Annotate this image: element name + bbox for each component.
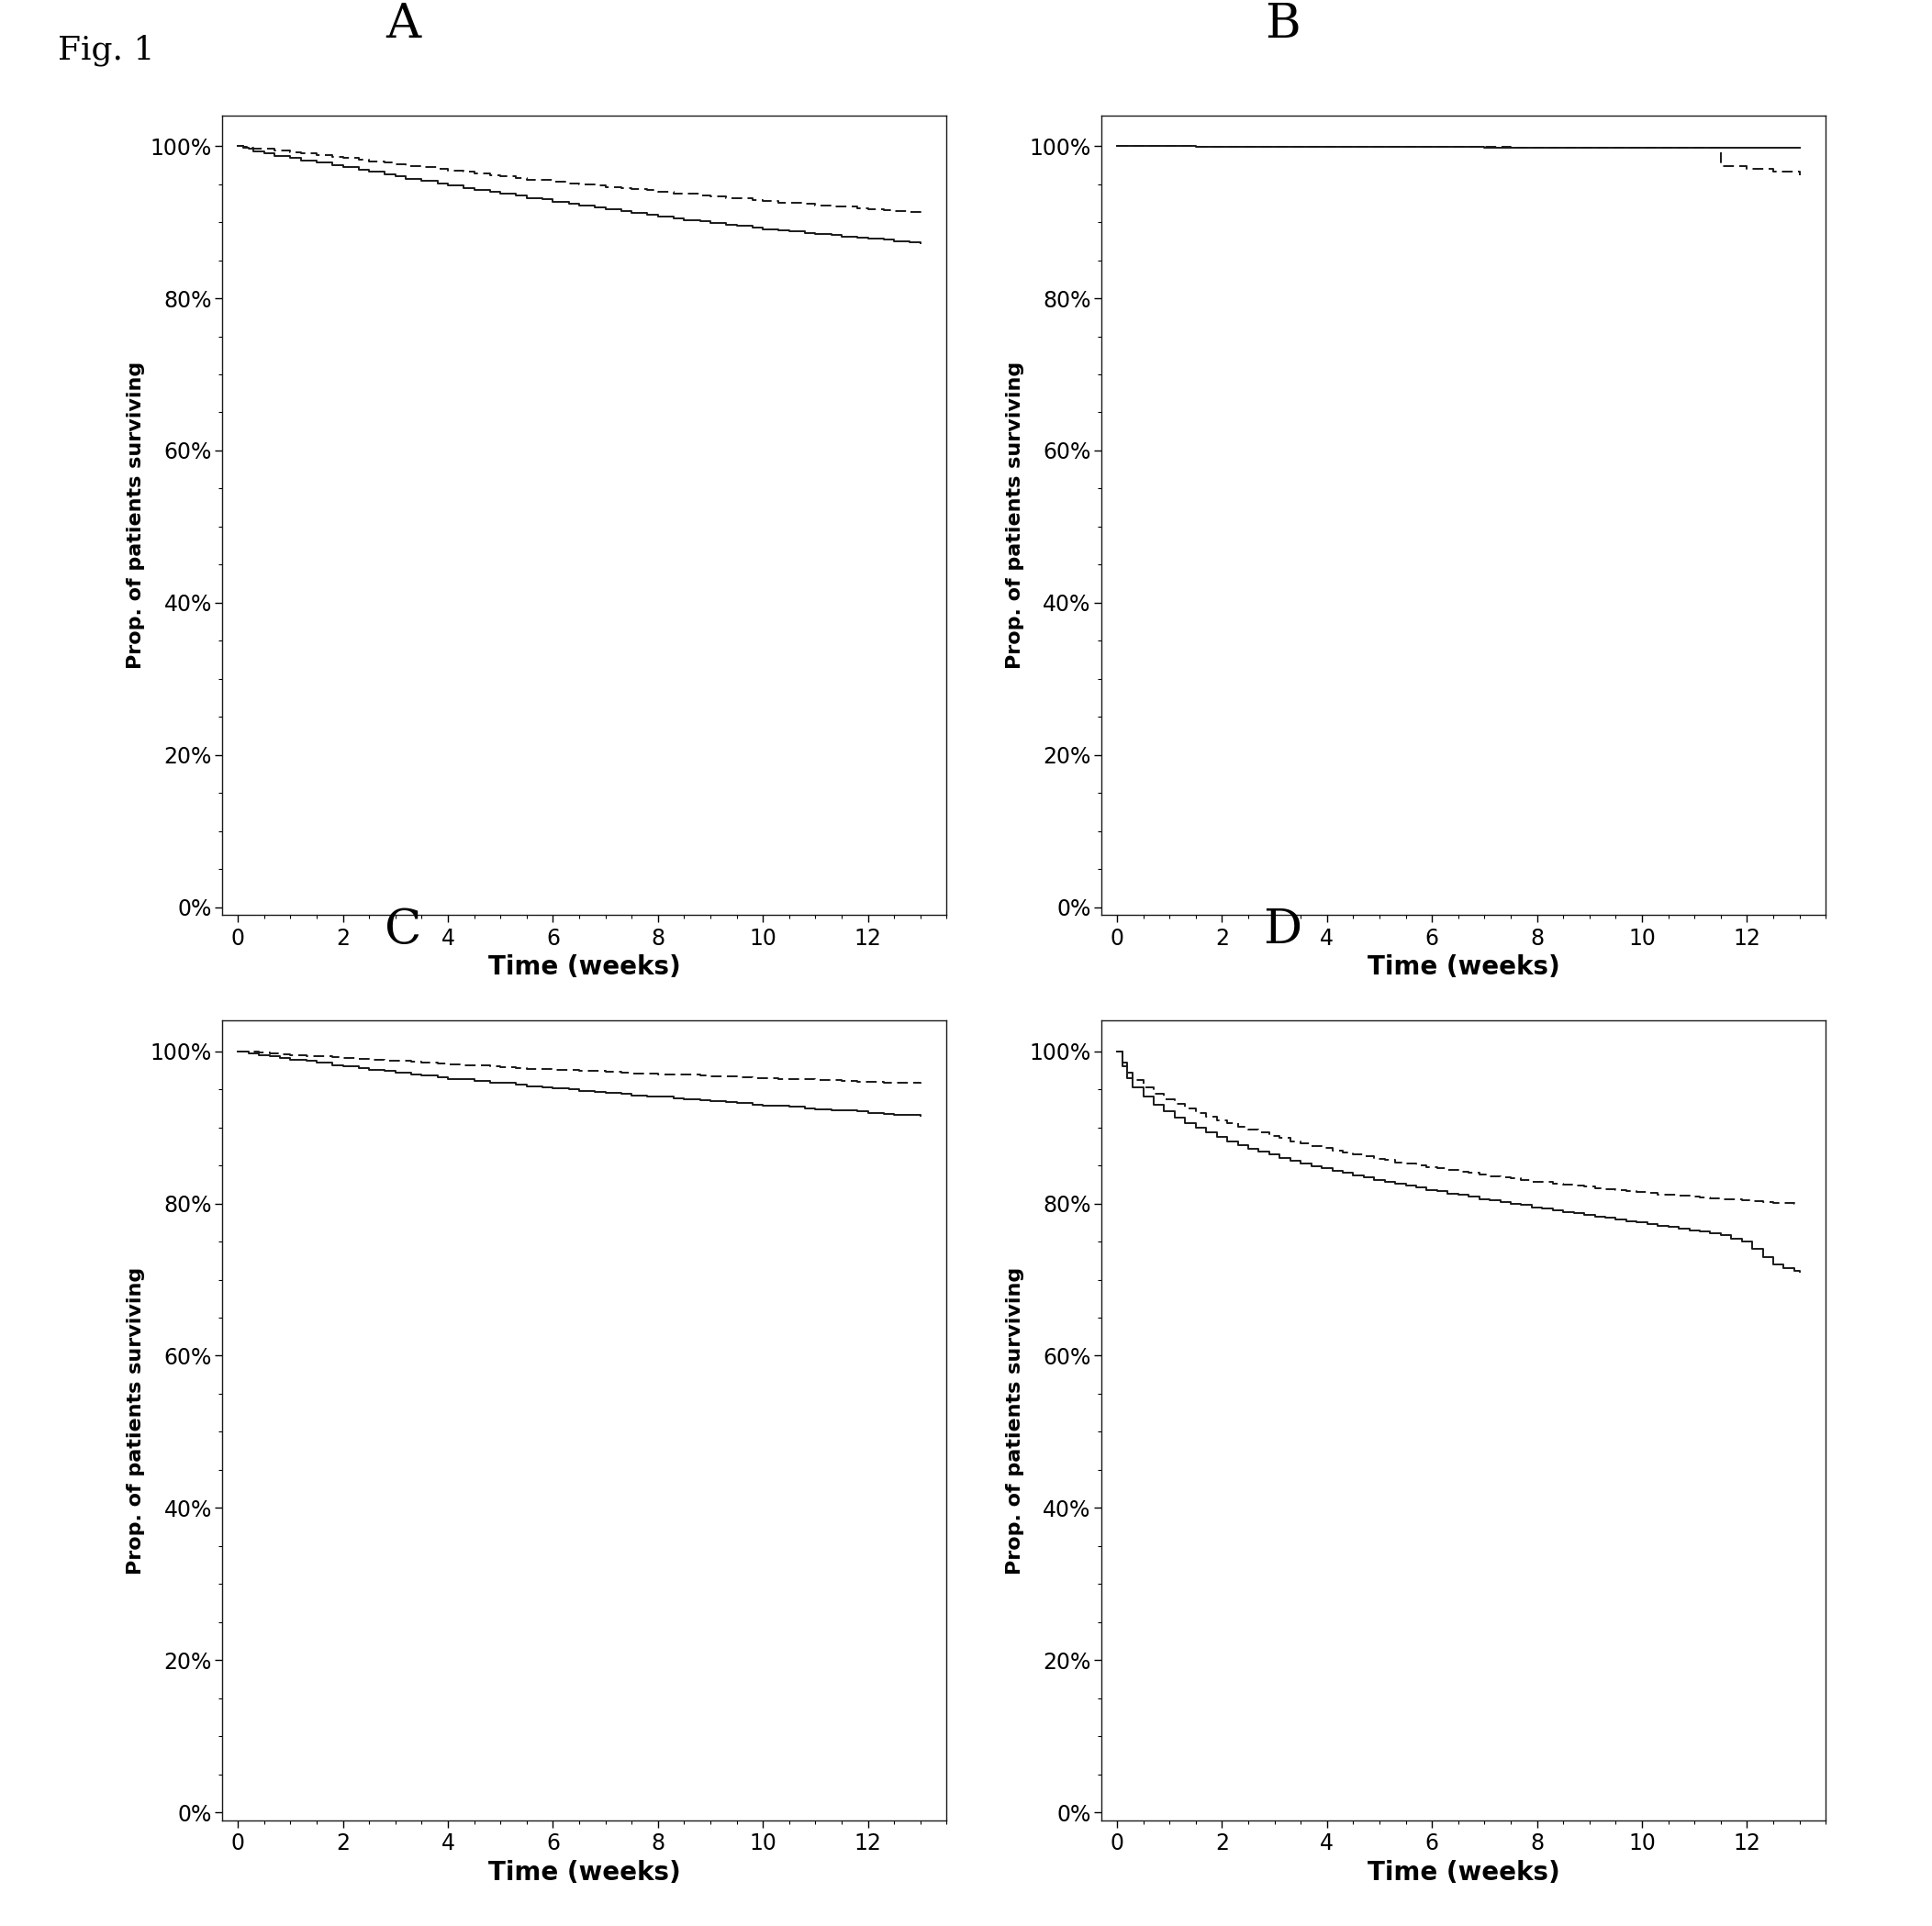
Text: B: B [1265, 2, 1300, 48]
Y-axis label: Prop. of patients surviving: Prop. of patients surviving [128, 1267, 145, 1574]
Text: D: D [1264, 907, 1302, 953]
X-axis label: Time (weeks): Time (weeks) [1368, 955, 1559, 980]
Y-axis label: Prop. of patients surviving: Prop. of patients surviving [1007, 1267, 1024, 1574]
X-axis label: Time (weeks): Time (weeks) [489, 955, 680, 980]
Text: C: C [384, 907, 421, 953]
Text: A: A [386, 2, 421, 48]
X-axis label: Time (weeks): Time (weeks) [1368, 1861, 1559, 1886]
Y-axis label: Prop. of patients surviving: Prop. of patients surviving [128, 362, 145, 668]
Y-axis label: Prop. of patients surviving: Prop. of patients surviving [1007, 362, 1024, 668]
X-axis label: Time (weeks): Time (weeks) [489, 1861, 680, 1886]
Text: Fig. 1: Fig. 1 [58, 35, 155, 65]
